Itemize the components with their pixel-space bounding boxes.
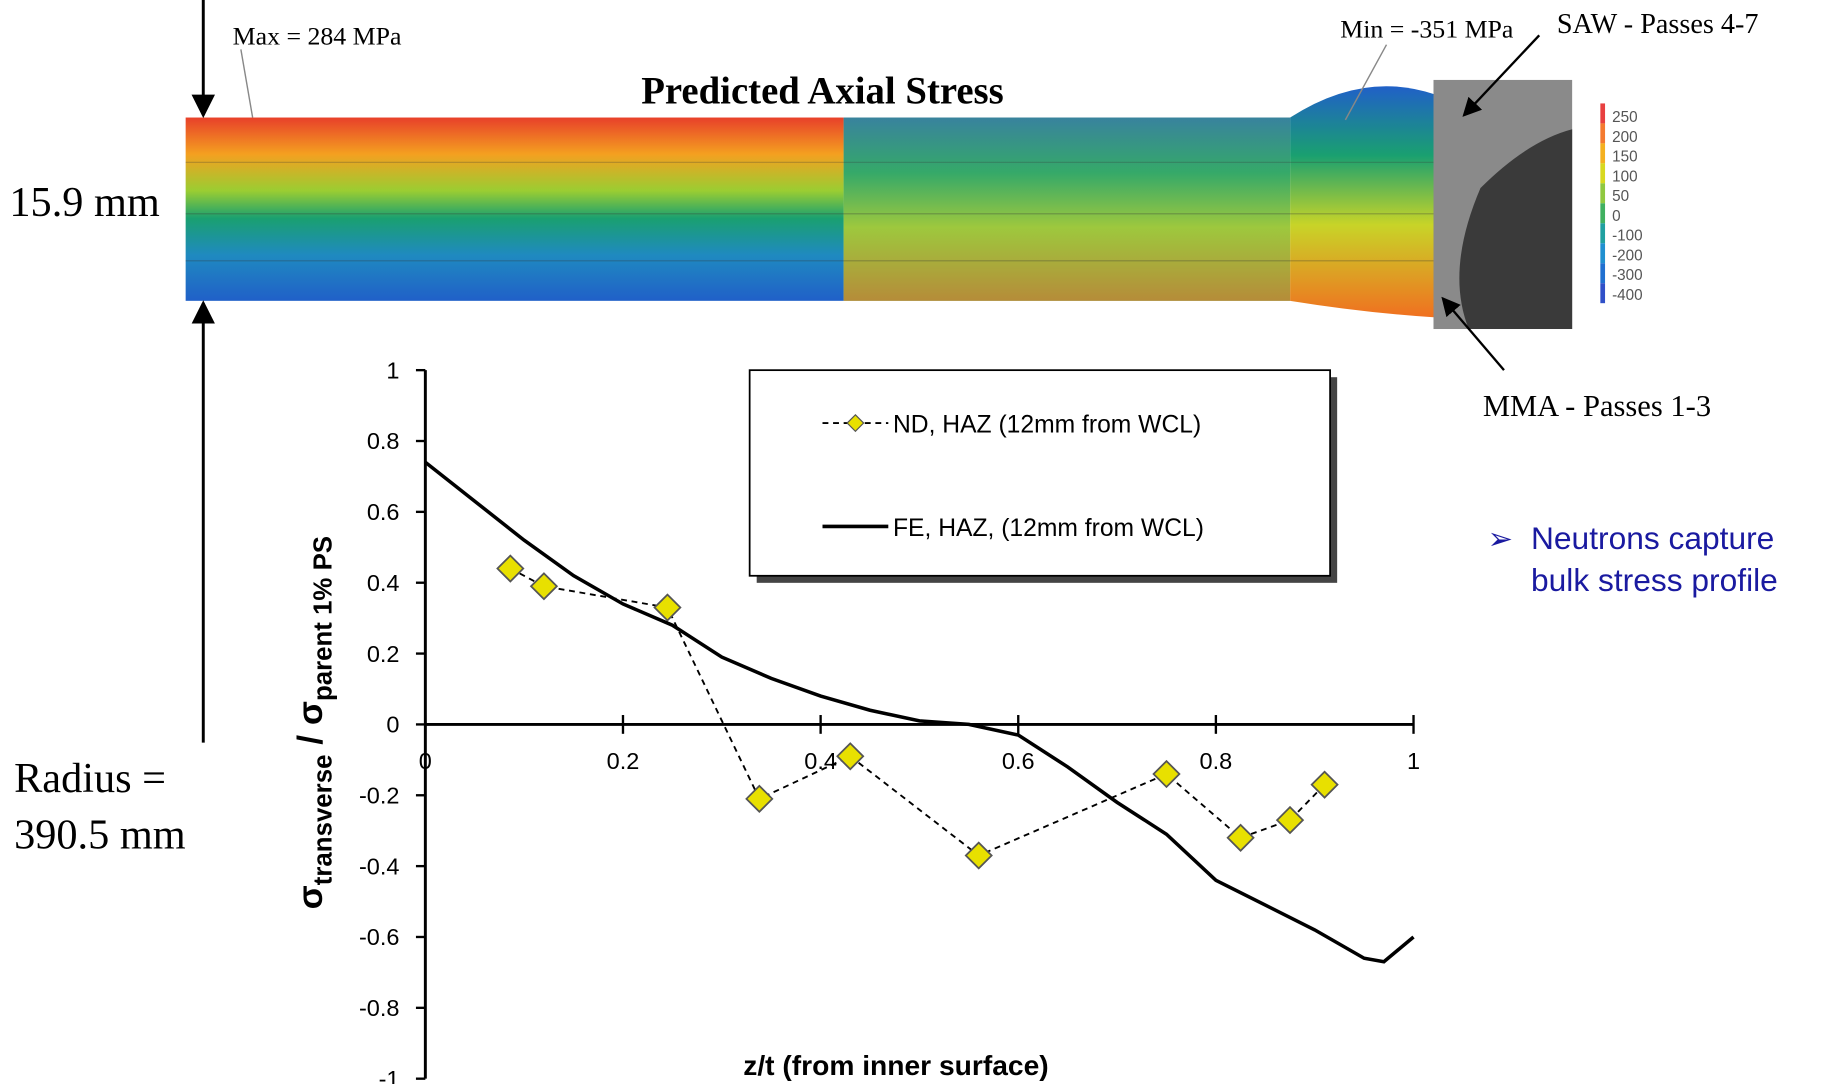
fe-contour bbox=[185, 79, 1573, 330]
saw-label: SAW - Passes 4-7 bbox=[1557, 9, 1759, 40]
x-tick-label: 0.4 bbox=[804, 748, 837, 774]
data-point bbox=[836, 742, 865, 771]
y-tick-label: 0.8 bbox=[367, 428, 400, 454]
y-tick-label: -0.8 bbox=[359, 995, 400, 1021]
bullet-text: bulk stress profile bbox=[1531, 562, 1778, 598]
bullet-marker: ➢ bbox=[1488, 522, 1514, 556]
legend-label: FE, HAZ, (12mm from WCL) bbox=[893, 515, 1204, 542]
leaders bbox=[240, 44, 1388, 121]
y-tick-label: -0.4 bbox=[359, 853, 400, 879]
colorbar-label: 0 bbox=[1612, 208, 1621, 225]
legend bbox=[748, 369, 1331, 577]
y-tick-label: 0.6 bbox=[367, 499, 400, 525]
colorbar-label: 50 bbox=[1612, 188, 1629, 205]
colorbar-label: 150 bbox=[1612, 149, 1637, 166]
series-line bbox=[509, 567, 1326, 857]
data-point bbox=[964, 841, 993, 870]
data-point bbox=[653, 593, 682, 622]
max-label: Max = 284 MPa bbox=[233, 22, 402, 51]
colorbar-label: 200 bbox=[1612, 129, 1637, 146]
colorbar-label: -100 bbox=[1612, 228, 1643, 245]
x-tick-label: 0.2 bbox=[607, 748, 640, 774]
data-point bbox=[1226, 823, 1255, 852]
colorbar-label: -400 bbox=[1612, 287, 1643, 304]
y-label-main: / σ bbox=[291, 701, 330, 754]
bullet-text: Neutrons capture bbox=[1531, 520, 1774, 556]
x-axis-label: z/t (from inner surface) bbox=[743, 1049, 1048, 1081]
colorbar-label: -200 bbox=[1612, 247, 1643, 264]
x-tick-label: 1 bbox=[1407, 748, 1420, 774]
y-label-sub: transverse bbox=[309, 755, 337, 886]
colorbar-label: 250 bbox=[1612, 109, 1637, 126]
y-tick-label: 0.2 bbox=[367, 641, 400, 667]
x-tick-label: 0.6 bbox=[1002, 748, 1035, 774]
y-tick-label: -1 bbox=[379, 1066, 400, 1084]
data-point bbox=[1310, 770, 1339, 799]
x-tick-label: 0.8 bbox=[1200, 748, 1233, 774]
colorbar-label: -300 bbox=[1612, 267, 1643, 284]
radius-label: Radius = bbox=[14, 755, 166, 802]
y-tick-label: 0 bbox=[386, 712, 399, 738]
series-line bbox=[424, 460, 1415, 964]
y-axis-label: σtransverse / σparent 1% PS bbox=[291, 536, 337, 909]
y-tick-label: -0.2 bbox=[359, 782, 400, 808]
thickness-label: 15.9 mm bbox=[9, 179, 159, 226]
data-point bbox=[1275, 805, 1305, 835]
y-tick-label: -0.6 bbox=[359, 924, 400, 950]
radius-label: 390.5 mm bbox=[14, 811, 186, 858]
data-point bbox=[529, 572, 559, 601]
data-point bbox=[745, 784, 774, 813]
y-label-sub: parent 1% PS bbox=[309, 536, 337, 701]
title: Predicted Axial Stress bbox=[641, 69, 1004, 112]
legend-label: ND, HAZ (12mm from WCL) bbox=[893, 411, 1201, 438]
data-point bbox=[496, 554, 525, 583]
x-tick-label: 0 bbox=[419, 748, 432, 774]
data-point bbox=[1152, 759, 1181, 789]
y-tick-label: 0.4 bbox=[367, 570, 400, 596]
arrows bbox=[191, 0, 1541, 743]
y-label-main: σ bbox=[291, 885, 330, 909]
min-label: Min = -351 MPa bbox=[1340, 15, 1514, 44]
mma-label: MMA - Passes 1-3 bbox=[1483, 389, 1711, 423]
legend-marker bbox=[846, 413, 865, 433]
colorbar bbox=[1600, 103, 1606, 304]
y-tick-label: 1 bbox=[386, 357, 399, 383]
chart: 250200150100500-100-200-300-400-1-0.8-0.… bbox=[291, 109, 1643, 1084]
colorbar-label: 100 bbox=[1612, 168, 1637, 185]
